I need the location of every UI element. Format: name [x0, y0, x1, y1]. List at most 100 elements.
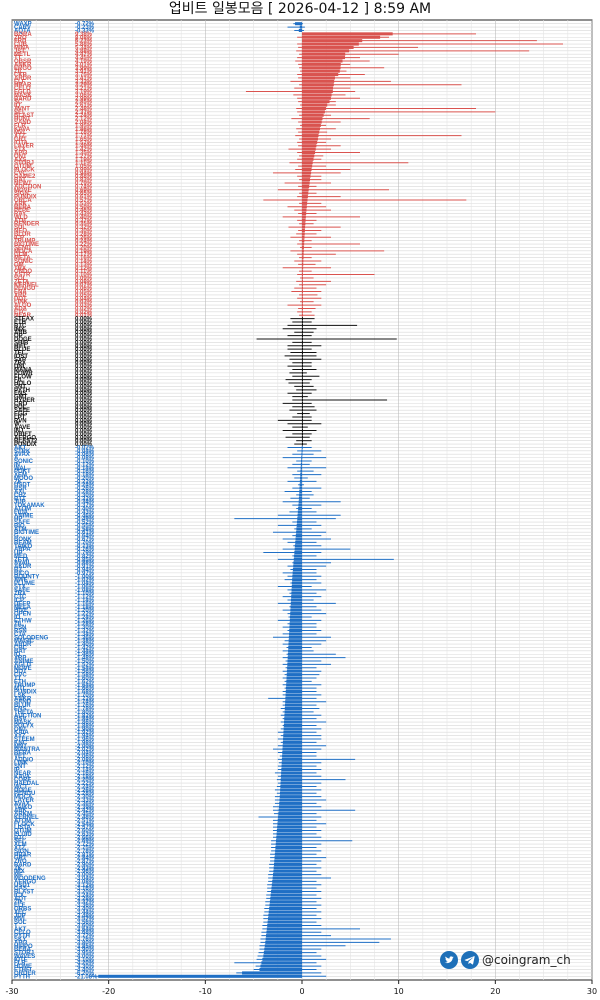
bar-pct-label: -1.74% [75, 700, 95, 706]
bar-pct-label: -3.72% [75, 934, 95, 940]
bar-pct-label: 0.00% [75, 384, 93, 390]
bar-body [301, 459, 303, 463]
bar-name-label: OM [14, 262, 24, 268]
bar-pct-label: -2.28% [75, 791, 95, 797]
bar-body [269, 906, 302, 911]
bar-name-label: W [14, 422, 20, 428]
bar-pct-label: -0.22% [75, 479, 95, 485]
bar-body [290, 598, 302, 602]
bar-name-label: MASK [14, 93, 32, 99]
bar-pct-label: 0.19% [75, 249, 93, 255]
bar-name-label: AUCTION [14, 713, 41, 719]
bar-body [284, 713, 302, 717]
bar-body [302, 300, 303, 304]
bar-name-label: GAME2 [14, 174, 36, 180]
bar-body [302, 76, 335, 80]
bar-name-label: BTC [14, 835, 27, 841]
bar-pct-label: 0.00% [75, 408, 93, 414]
bar-body [302, 42, 359, 46]
bar-pct-label: -4.10% [75, 957, 95, 963]
bar-body [302, 266, 304, 270]
bar-name-label: ADA [14, 306, 28, 312]
bar-body [267, 920, 302, 924]
bar-pct-label: 0.53% [75, 201, 93, 207]
bar-pct-label: -3.44% [75, 910, 95, 916]
bar-body [266, 930, 302, 934]
bar-pct-label: 0.07% [75, 283, 93, 289]
bar-pct-label: 0.06% [75, 286, 93, 292]
bar-name-label: FLUID [14, 832, 32, 838]
bar-pct-label: 5.34% [75, 45, 93, 51]
bar-name-label: QTUM [14, 164, 32, 170]
bar-pct-label: -2.66% [75, 835, 95, 841]
bar-body [302, 286, 303, 290]
bar-pct-label: -1.88% [75, 723, 95, 729]
bar-name-label: PUNDIX [14, 442, 37, 448]
bar-body [292, 578, 302, 582]
bar-pct-label: 0.14% [75, 259, 93, 265]
bar-body [289, 628, 302, 633]
bar-name-label: FLOCK [14, 167, 35, 173]
bar-body [302, 351, 303, 355]
bar-pct-label: -2.04% [75, 751, 95, 757]
bar-name-label: FRD [14, 39, 27, 45]
bar-name-label: FLR [14, 961, 26, 967]
bar-name-label: SNT [14, 764, 26, 770]
bar-pct-label: 1.49% [75, 144, 93, 150]
bar-body [285, 700, 302, 704]
bar-body [302, 201, 308, 205]
bar-pct-label: 0.00% [75, 439, 93, 445]
bar-body [289, 622, 302, 626]
bar-name-label: HIFI [14, 344, 26, 350]
bar-body [242, 971, 302, 975]
bar-pct-label: -0.58% [75, 527, 95, 533]
bar-name-label: GAS [14, 886, 27, 892]
bar-pct-label: 0.02% [75, 306, 93, 312]
bar-pct-label: -1.22% [75, 612, 95, 618]
bar-body [302, 340, 303, 344]
bar-pct-label: -3.12% [75, 883, 95, 889]
bar-name-label: CVC [14, 171, 27, 177]
bar-body [302, 191, 309, 195]
bar-pct-label: -1.90% [75, 727, 95, 733]
bar-name-label: KNC [14, 740, 28, 746]
bar-pct-label: -3.04% [75, 876, 95, 882]
bar-body [302, 103, 328, 107]
x-tick-label: -30 [5, 987, 18, 996]
bar-name-label: BORA [14, 32, 32, 38]
bar-name-label: ENA [14, 290, 27, 296]
bar-name-label: ZRX [14, 591, 26, 597]
bar-body [284, 717, 302, 721]
bar-body [259, 967, 302, 972]
bar-pct-label: -1.62% [75, 679, 95, 685]
x-tick-label: -10 [199, 987, 212, 996]
bar-name-label: SKY [14, 937, 26, 943]
bar-pct-label: -1.08% [75, 588, 95, 594]
bar-body [98, 974, 302, 978]
bar-name-label: KERNEL [14, 283, 39, 289]
bar-body [274, 856, 302, 860]
bar-name-label: CVC [14, 673, 27, 679]
bar-pct-label: 0.69% [75, 188, 93, 194]
bar-body [284, 720, 302, 724]
bar-body [287, 666, 302, 670]
bar-name-label: FLOCK [14, 822, 35, 828]
bar-body [302, 405, 303, 409]
bar-body [301, 445, 303, 449]
bar-body [302, 59, 343, 63]
bar-pct-label: -2.33% [75, 798, 95, 804]
bar-name-label: SHIB [14, 340, 29, 346]
bar-pct-label: -1.96% [75, 737, 95, 743]
bar-body [302, 418, 303, 422]
bar-pct-label: 0.00% [75, 425, 93, 431]
bar-pct-label: -1.50% [75, 659, 95, 665]
bar-body [278, 815, 302, 819]
bar-name-label: HOLO [14, 381, 32, 387]
bar-pct-label: -0.73% [75, 544, 95, 550]
bar-body [275, 849, 302, 853]
bar-name-label: OPEN [14, 612, 31, 618]
bar-body [302, 232, 305, 236]
bar-pct-label: -0.76% [75, 547, 95, 553]
bar-name-label: TRX [14, 266, 26, 272]
